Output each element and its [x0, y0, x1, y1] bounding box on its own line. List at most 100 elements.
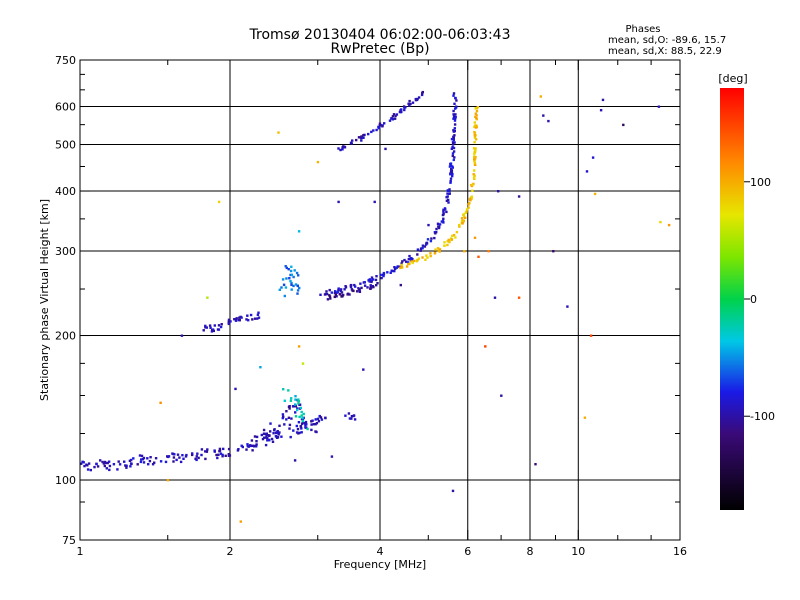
- scattered-echo-point: [362, 368, 365, 371]
- scattered-echo-point: [547, 119, 550, 123]
- echo-point: [116, 468, 119, 471]
- scattered-echo-point: [297, 345, 301, 348]
- echo-point: [442, 210, 445, 213]
- echo-point: [374, 278, 378, 282]
- echo-point: [290, 273, 293, 276]
- echo-point: [438, 250, 441, 253]
- echo-point: [315, 422, 319, 425]
- echo-point: [407, 261, 410, 264]
- echo-point: [118, 463, 122, 466]
- echo-point: [446, 189, 449, 192]
- echo-point: [295, 431, 299, 434]
- echo-point: [276, 431, 279, 434]
- echo-point: [256, 313, 260, 316]
- echo-point: [285, 277, 288, 280]
- echo-point: [448, 188, 451, 191]
- echo-point: [153, 461, 156, 464]
- scattered-echo-point: [83, 464, 86, 468]
- echo-point: [304, 423, 307, 427]
- scattered-echo-point: [206, 296, 209, 299]
- echo-point: [452, 92, 456, 95]
- echo-point: [349, 285, 353, 289]
- echo-point: [352, 414, 356, 417]
- echo-point: [86, 468, 90, 471]
- echo-point: [337, 288, 340, 292]
- echo-point: [273, 428, 276, 431]
- echo-point: [441, 219, 445, 223]
- echo-point: [360, 286, 363, 290]
- echo-point: [425, 254, 428, 257]
- echo-point: [302, 412, 305, 416]
- axes: 1 2 4 6 8 10 16 75 100 200 300 400 500 600 750: [55, 54, 687, 558]
- echo-point: [290, 397, 293, 400]
- echo-point: [117, 460, 120, 463]
- colorbar-tick-label: 100: [750, 176, 771, 189]
- echo-point: [302, 416, 305, 419]
- echo-point: [239, 315, 242, 319]
- echo-point: [445, 210, 448, 214]
- echo-point: [454, 107, 457, 110]
- echo-point: [287, 405, 291, 408]
- scattered-echo-point: [534, 463, 537, 466]
- echo-point: [261, 437, 265, 441]
- y-tick-label: 75: [62, 534, 76, 547]
- echo-point: [353, 283, 356, 287]
- echo-point: [408, 104, 411, 107]
- echo-point: [469, 199, 472, 202]
- echo-point: [300, 427, 303, 430]
- echo-point: [363, 284, 367, 287]
- echo-point: [423, 245, 427, 248]
- echo-point: [460, 217, 464, 220]
- echo-point: [416, 248, 420, 251]
- scattered-echo-point: [539, 95, 542, 98]
- echo-point: [421, 247, 424, 250]
- echo-point: [283, 294, 286, 298]
- x-tick-label: 1: [77, 545, 84, 558]
- echo-point: [218, 447, 222, 451]
- echo-point: [369, 286, 373, 290]
- scattered-echo-point: [659, 220, 662, 224]
- echo-point: [283, 399, 286, 402]
- echo-point: [228, 454, 232, 457]
- echo-point: [464, 216, 467, 219]
- echo-point: [410, 257, 413, 260]
- echo-point: [452, 233, 456, 237]
- echo-point: [178, 456, 181, 459]
- echo-point: [378, 122, 382, 125]
- echo-point: [449, 164, 452, 167]
- echo-point: [246, 444, 249, 448]
- scattered-echo-point: [473, 236, 477, 239]
- echo-point: [343, 145, 346, 149]
- echo-point: [204, 450, 207, 453]
- echo-point: [448, 165, 452, 168]
- echo-point: [335, 295, 338, 298]
- echo-point: [292, 429, 295, 432]
- echo-point: [204, 326, 207, 329]
- echo-point: [249, 313, 253, 317]
- echo-point: [167, 455, 171, 458]
- echo-point: [411, 261, 414, 265]
- y-tick-label: 400: [55, 185, 76, 198]
- echo-point: [433, 236, 436, 240]
- echo-point: [462, 213, 466, 216]
- echo-point: [294, 415, 298, 418]
- echo-point: [446, 243, 449, 247]
- echo-point: [476, 106, 479, 109]
- echo-point: [474, 115, 477, 118]
- echo-point: [277, 433, 280, 436]
- echo-point: [196, 452, 199, 455]
- echo-point: [369, 278, 372, 281]
- scattered-echo-point: [542, 114, 545, 117]
- echo-point: [269, 422, 272, 425]
- scattered-echo-point: [593, 192, 597, 196]
- echo-point: [320, 418, 324, 421]
- echo-point: [290, 265, 293, 268]
- echo-point: [470, 197, 473, 200]
- echo-point: [299, 406, 302, 410]
- echo-point: [278, 424, 281, 427]
- echo-point: [449, 181, 452, 184]
- echo-point: [257, 311, 260, 314]
- echo-point: [106, 461, 109, 465]
- echo-point: [200, 453, 203, 457]
- echo-point: [446, 240, 449, 243]
